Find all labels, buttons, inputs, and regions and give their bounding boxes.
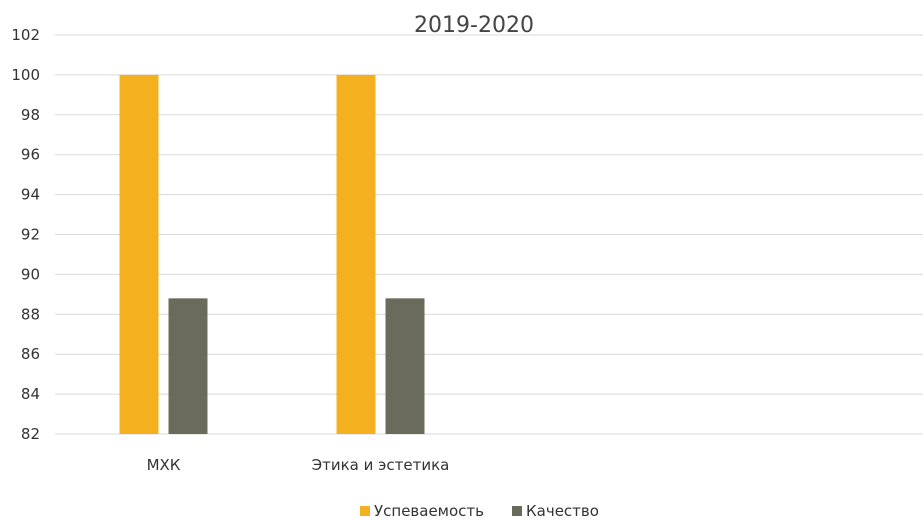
- bar-uspevaemost: [336, 74, 376, 435]
- bars: [119, 74, 425, 435]
- y-tick-label: 102: [11, 26, 40, 44]
- legend-label: Качество: [526, 502, 599, 520]
- y-tick-label: 90: [21, 265, 40, 283]
- legend-label: Успеваемость: [374, 502, 484, 520]
- y-tick-label: 94: [21, 186, 40, 204]
- bar-kachestvo: [168, 298, 208, 434]
- bar-kachestvo: [385, 298, 425, 434]
- y-axis-ticks: 82 84 86 88 90 92 94 96 98 100 102: [11, 26, 40, 443]
- y-tick-label: 96: [21, 146, 40, 164]
- x-category-label: Этика и эстетика: [312, 456, 450, 474]
- y-tick-label: 92: [21, 226, 40, 244]
- chart-title: 2019-2020: [414, 13, 534, 38]
- x-axis-categories: МХК Этика и эстетика: [147, 456, 450, 474]
- x-category-label: МХК: [147, 456, 181, 474]
- y-tick-label: 100: [11, 66, 40, 84]
- y-tick-label: 88: [21, 305, 40, 323]
- legend-swatch: [360, 506, 370, 516]
- y-tick-label: 98: [21, 106, 40, 124]
- y-tick-label: 82: [21, 425, 40, 443]
- bar-uspevaemost: [119, 74, 159, 435]
- legend: Успеваемость Качество: [360, 502, 599, 520]
- y-tick-label: 84: [21, 385, 40, 403]
- y-tick-label: 86: [21, 345, 40, 363]
- legend-swatch: [512, 506, 522, 516]
